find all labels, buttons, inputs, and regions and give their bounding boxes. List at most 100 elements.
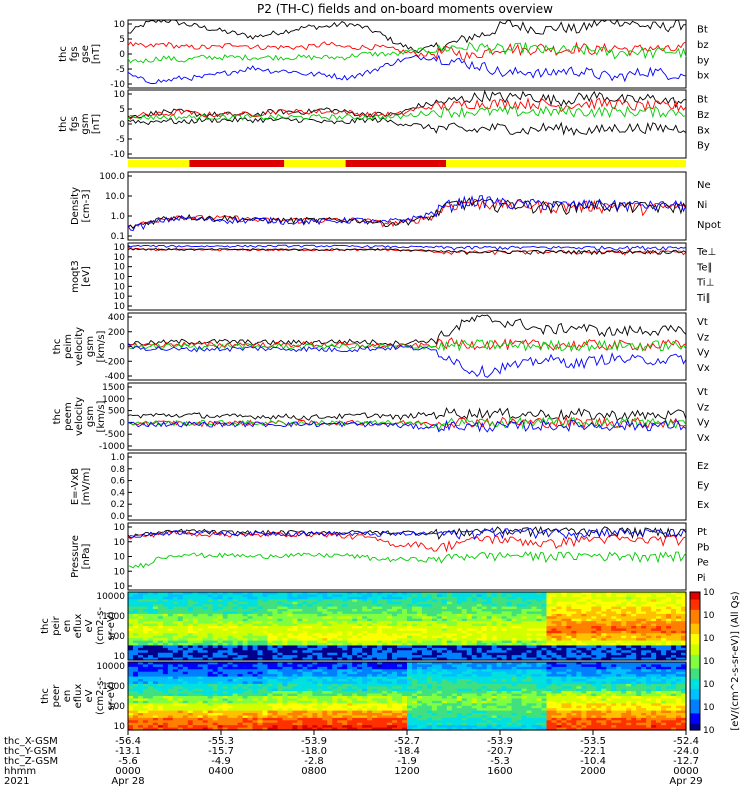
heatmap-cell [601, 611, 607, 615]
heatmap-cell [192, 657, 199, 661]
heatmap-cell [162, 725, 169, 729]
heatmap-cell [367, 652, 373, 656]
heatmap-cell [466, 626, 473, 630]
heatmap-cell [177, 630, 184, 634]
heatmap-cell [307, 681, 313, 685]
heatmap-cell [172, 601, 179, 605]
heatmap-cell [217, 618, 224, 622]
heatmap-cell [352, 708, 358, 712]
heatmap-cell [257, 710, 264, 714]
heatmap-cell [631, 604, 637, 608]
heatmap-cell [132, 681, 139, 685]
series-line-Ni [127, 197, 687, 230]
heatmap-cell [416, 655, 423, 659]
heatmap-cell [526, 652, 533, 656]
heatmap-cell [486, 640, 493, 644]
heatmap-cell [511, 599, 518, 603]
heatmap-cell [671, 623, 677, 627]
heatmap-cell [357, 679, 363, 683]
heatmap-cell [162, 647, 169, 651]
heatmap-cell [202, 703, 209, 707]
heatmap-cell [666, 652, 672, 656]
heatmap-cell [566, 635, 573, 639]
heatmap-cell [436, 655, 443, 659]
heatmap-cell [571, 604, 577, 608]
heatmap-cell [192, 708, 199, 712]
heatmap-cell [676, 616, 682, 620]
heatmap-cell [641, 609, 647, 613]
heatmap-cell [277, 613, 284, 617]
heatmap-cell [222, 628, 229, 632]
heatmap-cell [631, 640, 637, 644]
heatmap-cell [372, 696, 378, 700]
heatmap-cell [461, 640, 468, 644]
heatmap-cell [242, 621, 249, 625]
heatmap-cell [217, 676, 224, 680]
legend-entry: Pe [697, 558, 709, 569]
heatmap-cell [581, 635, 587, 639]
heatmap-cell [441, 640, 448, 644]
heatmap-cell [287, 710, 294, 714]
heatmap-cell [586, 640, 592, 644]
heatmap-cell [162, 717, 169, 721]
heatmap-cell [526, 623, 533, 627]
heatmap-cell [307, 676, 313, 680]
heatmap-cell [506, 621, 513, 625]
heatmap-cell [337, 710, 343, 714]
heatmap-cell [202, 655, 209, 659]
series-line-Bt [127, 19, 687, 54]
heatmap-cell [312, 662, 318, 666]
heatmap-cell [297, 652, 303, 656]
heatmap-cell [137, 666, 144, 670]
heatmap-cell [591, 616, 597, 620]
heatmap-cell [237, 679, 244, 683]
panel-axis-label: (cm2-s- [95, 607, 106, 645]
heatmap-cell [237, 596, 244, 600]
heatmap-cell [476, 621, 483, 625]
heatmap-cell [526, 596, 533, 600]
heatmap-cell [152, 696, 159, 700]
heatmap-cell [362, 676, 368, 680]
heatmap-cell [471, 599, 478, 603]
heatmap-cell [476, 606, 483, 610]
heatmap-cell [252, 643, 259, 647]
heatmap-cell [526, 621, 533, 625]
heatmap-cell [671, 616, 677, 620]
heatmap-cell [581, 599, 587, 603]
heatmap-cell [277, 618, 284, 622]
heatmap-cell [641, 635, 647, 639]
heatmap-cell [332, 703, 338, 707]
heatmap-cell [436, 640, 443, 644]
heatmap-cell [317, 683, 323, 687]
heatmap-cell [616, 638, 622, 642]
heatmap-cell [511, 613, 518, 617]
heatmap-cell [267, 696, 274, 700]
heatmap-cell [372, 618, 378, 622]
heatmap-cell [167, 611, 174, 615]
heatmap-cell [347, 657, 353, 661]
heatmap-cell [267, 705, 274, 709]
heatmap-cell [312, 601, 318, 605]
y-tick-label: -10 [110, 80, 125, 90]
heatmap-cell [337, 628, 343, 632]
heatmap-cell [372, 596, 378, 600]
heatmap-cell [252, 683, 259, 687]
heatmap-cell [277, 703, 284, 707]
heatmap-cell [242, 666, 249, 670]
heatmap-cell [521, 606, 528, 610]
y-tick-label: 10 [114, 302, 126, 312]
heatmap-cell [367, 662, 373, 666]
heatmap-cell [272, 708, 279, 712]
legend-entry: Vt [697, 317, 708, 328]
heatmap-cell [606, 592, 612, 596]
heatmap-cell [182, 606, 189, 610]
heatmap-cell [162, 650, 169, 654]
heatmap-cell [606, 611, 612, 615]
heatmap-cell [212, 691, 219, 695]
heatmap-cell [297, 650, 303, 654]
heatmap-cell [302, 633, 308, 637]
heatmap-cell [297, 691, 303, 695]
heatmap-cell [302, 669, 308, 673]
heatmap-cell [342, 621, 348, 625]
heatmap-cell [317, 626, 323, 630]
